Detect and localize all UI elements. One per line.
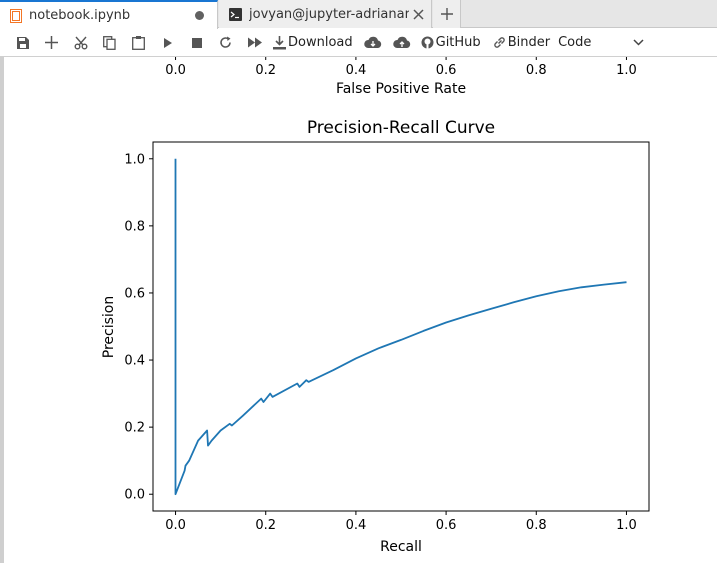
cell-type-value: Code	[558, 35, 592, 50]
chevron-down-icon	[633, 39, 644, 46]
plot-frame	[152, 141, 650, 512]
cloud-download-icon	[364, 36, 382, 48]
x-tick-label: 0.0	[165, 518, 186, 533]
roc-x-axis-label: False Positive Rate	[336, 81, 466, 97]
binder-button[interactable]: Binder	[493, 31, 550, 55]
y-tick-label: 0.6	[124, 286, 145, 301]
cell-type-dropdown[interactable]: Code	[558, 35, 644, 50]
roc-x-tick-label: 1.0	[616, 63, 637, 78]
paste-button[interactable]	[124, 31, 153, 55]
y-tick-label: 1.0	[124, 152, 145, 167]
close-icon[interactable]	[413, 8, 424, 20]
roc-x-tick-label: 0.8	[526, 63, 547, 78]
x-tick-label: 0.2	[255, 518, 276, 533]
x-axis: 0.0 0.2 0.4 0.6 0.8 1.0	[165, 511, 637, 533]
plot-output: 0.0 0.2 0.4 0.6 0.8 1.0 False Positive Rate P…	[101, 57, 650, 555]
y-tick-label: 0.0	[124, 488, 145, 503]
y-axis-label: Precision	[101, 296, 117, 358]
refresh-icon	[220, 36, 231, 48]
x-tick-label: 0.4	[346, 518, 367, 533]
y-tick-label: 0.2	[124, 421, 145, 436]
cut-button[interactable]	[66, 31, 95, 55]
y-axis: 0.0 0.2 0.4 0.6 0.8 1.0	[124, 152, 153, 503]
tab-bar: notebook.ipynb jovyan@jupyter-adrianarma…	[0, 0, 717, 29]
download-button[interactable]: Download	[273, 31, 353, 55]
notebook-toolbar: Download GitHub Binder Code	[0, 29, 717, 57]
cell-collapser-rail[interactable]	[0, 57, 4, 563]
x-tick-label: 1.0	[616, 518, 637, 533]
plus-icon	[45, 36, 58, 49]
roc-x-axis: 0.0 0.2 0.4 0.6 0.8 1.0	[165, 57, 637, 78]
tab-notebook[interactable]: notebook.ipynb	[0, 0, 218, 29]
fast-forward-icon	[247, 37, 262, 48]
github-button[interactable]: GitHub	[421, 31, 481, 55]
copy-icon	[103, 35, 116, 50]
terminal-icon	[229, 7, 242, 21]
chart-title: Precision-Recall Curve	[307, 118, 495, 138]
restart-button[interactable]	[211, 31, 240, 55]
x-tick-label: 0.6	[436, 518, 457, 533]
y-tick-label: 0.4	[124, 354, 145, 369]
unsaved-changes-indicator[interactable]	[195, 11, 204, 20]
save-icon	[16, 36, 29, 49]
scissors-icon	[74, 36, 87, 49]
new-tab-button[interactable]	[433, 0, 461, 28]
cloud-upload-button[interactable]	[388, 31, 417, 55]
download-label: Download	[288, 35, 353, 50]
y-tick-label: 0.8	[124, 219, 145, 234]
roc-x-tick-label: 0.2	[255, 63, 276, 78]
stop-icon	[191, 37, 202, 48]
x-tick-label: 0.8	[526, 518, 547, 533]
run-button[interactable]	[153, 31, 182, 55]
x-axis-label: Recall	[380, 539, 422, 555]
plus-icon	[440, 8, 453, 20]
binder-label: Binder	[507, 35, 551, 50]
tab-terminal-label: jovyan@jupyter-adrianarmas	[249, 6, 409, 22]
tab-notebook-label: notebook.ipynb	[29, 8, 131, 23]
interrupt-button[interactable]	[182, 31, 211, 55]
insert-cell-button[interactable]	[37, 31, 66, 55]
save-button[interactable]	[8, 31, 37, 55]
github-label: GitHub	[435, 35, 481, 50]
play-icon	[163, 37, 172, 48]
precision-recall-line	[174, 158, 627, 496]
copy-button[interactable]	[95, 31, 124, 55]
cell-output-area: 0.0 0.2 0.4 0.6 0.8 1.0 False Positive Rate P…	[4, 57, 717, 563]
github-icon	[421, 36, 434, 49]
roc-x-tick-label: 0.4	[346, 63, 367, 78]
clipboard-icon	[132, 35, 145, 50]
roc-x-tick-label: 0.0	[165, 63, 186, 78]
download-icon	[273, 35, 286, 49]
link-icon	[493, 37, 505, 48]
tab-terminal[interactable]: jovyan@jupyter-adrianarmas	[219, 0, 432, 28]
restart-run-all-button[interactable]	[240, 31, 269, 55]
roc-x-tick-label: 0.6	[436, 63, 457, 78]
cloud-download-button[interactable]	[359, 31, 388, 55]
cloud-upload-icon	[393, 36, 411, 48]
notebook-icon	[10, 8, 22, 23]
